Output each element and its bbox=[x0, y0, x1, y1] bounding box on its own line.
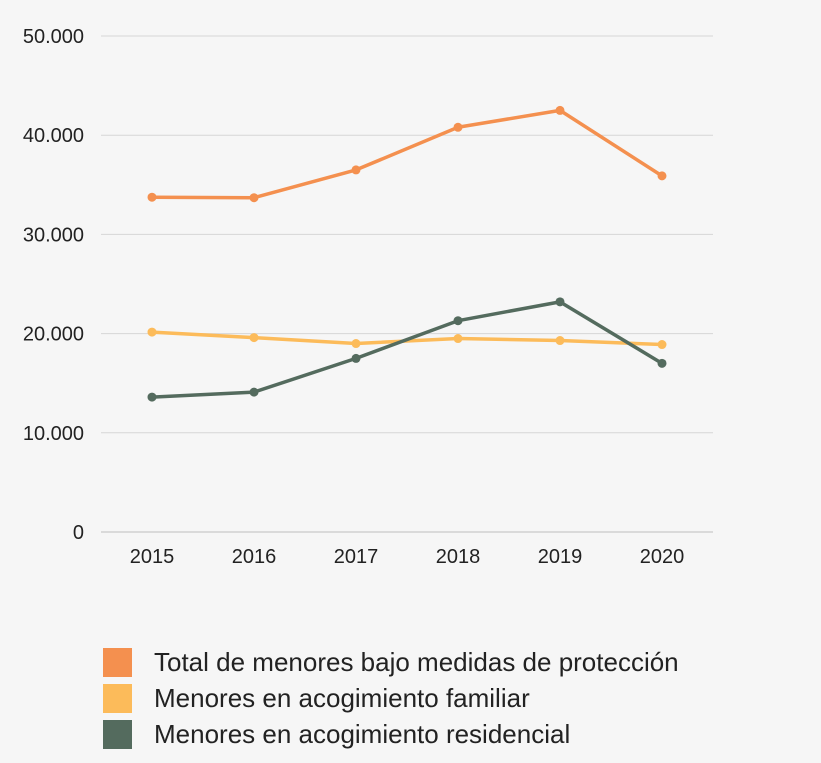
legend-item-residencial: Menores en acogimiento residencial bbox=[103, 716, 679, 752]
y-axis-tick-labels: 0 10.000 20.000 30.000 40.000 50.000 bbox=[23, 26, 84, 544]
legend-item-familiar: Menores en acogimiento familiar bbox=[103, 680, 679, 716]
data-point-familiar bbox=[453, 334, 463, 344]
y-tick-label: 50.000 bbox=[23, 26, 84, 48]
x-axis-tick-labels: 2015 2016 2017 2018 2019 2020 bbox=[130, 546, 685, 568]
data-point-residencial bbox=[657, 358, 667, 368]
data-point-residencial bbox=[351, 353, 361, 363]
legend: Total de menores bajo medidas de protecc… bbox=[103, 644, 679, 752]
legend-label-familiar: Menores en acogimiento familiar bbox=[154, 682, 530, 713]
data-point-total bbox=[657, 171, 667, 181]
data-point-residencial bbox=[453, 316, 463, 326]
y-tick-label: 30.000 bbox=[23, 224, 84, 246]
gridlines bbox=[101, 35, 713, 533]
data-point-residencial bbox=[555, 297, 565, 307]
data-point-total bbox=[555, 105, 565, 115]
legend-swatch-residencial bbox=[103, 719, 132, 749]
x-tick-label: 2017 bbox=[334, 546, 379, 568]
legend-item-total: Total de menores bajo medidas de protecc… bbox=[103, 644, 679, 680]
y-tick-label: 10.000 bbox=[23, 423, 84, 445]
y-tick-label: 20.000 bbox=[23, 324, 84, 346]
x-tick-label: 2015 bbox=[130, 546, 175, 568]
series-line-total bbox=[150, 108, 664, 200]
data-point-familiar bbox=[249, 333, 259, 343]
x-tick-label: 2019 bbox=[538, 546, 583, 568]
data-point-total bbox=[453, 122, 463, 132]
x-tick-label: 2020 bbox=[640, 546, 685, 568]
data-point-total bbox=[351, 165, 361, 175]
legend-label-residencial: Menores en acogimiento residencial bbox=[154, 718, 571, 749]
data-point-familiar bbox=[555, 336, 565, 346]
data-point-familiar bbox=[657, 340, 667, 350]
series-points bbox=[147, 105, 667, 402]
x-tick-label: 2018 bbox=[436, 546, 481, 568]
data-point-residencial bbox=[249, 387, 259, 397]
data-point-total bbox=[147, 192, 157, 202]
data-point-total bbox=[249, 193, 259, 203]
y-tick-label: 0 bbox=[73, 522, 84, 544]
x-tick-label: 2016 bbox=[232, 546, 277, 568]
series-lines bbox=[150, 108, 664, 399]
legend-swatch-total bbox=[103, 647, 132, 677]
y-tick-label: 40.000 bbox=[23, 125, 84, 147]
data-point-familiar bbox=[351, 339, 361, 349]
line-chart: 0 10.000 20.000 30.000 40.000 50.000 2015 2016… bbox=[23, 26, 713, 568]
legend-label-total: Total de menores bajo medidas de protecc… bbox=[154, 646, 679, 677]
legend-swatch-familiar bbox=[103, 683, 132, 713]
data-point-familiar bbox=[147, 327, 157, 337]
series-line-residencial bbox=[150, 300, 664, 399]
data-point-residencial bbox=[147, 392, 157, 402]
